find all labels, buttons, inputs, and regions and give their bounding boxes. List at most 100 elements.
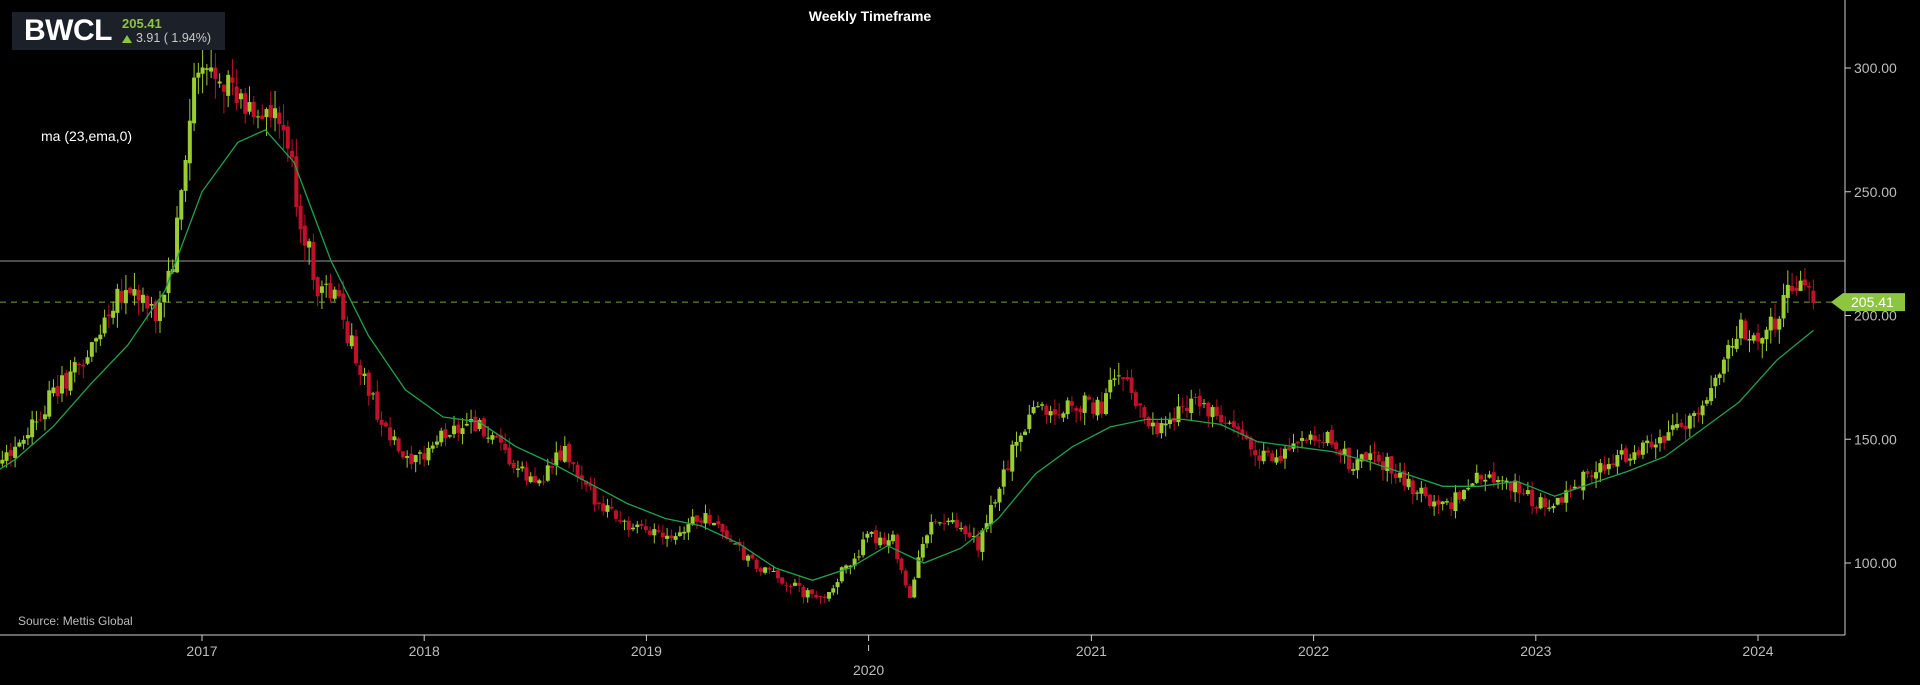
candle [895, 533, 900, 564]
candle [111, 301, 116, 325]
candle [4, 444, 9, 468]
candle [1052, 399, 1057, 426]
candle [405, 450, 410, 468]
candle [1657, 429, 1662, 452]
candle [660, 524, 665, 545]
candle [933, 518, 938, 525]
candle [55, 375, 60, 404]
candle [1581, 470, 1586, 500]
candle [1125, 369, 1130, 382]
candle [486, 426, 491, 444]
candle [434, 435, 439, 448]
candle [1312, 425, 1317, 447]
candle [21, 435, 26, 450]
candle [741, 541, 746, 561]
candle [17, 439, 22, 448]
candle [1559, 496, 1564, 505]
candle [1300, 431, 1305, 449]
candle [1517, 475, 1522, 503]
candle [993, 499, 998, 508]
indicator-label: ma (23,ema,0) [41, 128, 133, 144]
candle [822, 594, 827, 604]
candle [1487, 470, 1492, 479]
candle [89, 341, 94, 363]
candle [388, 417, 393, 446]
candle [997, 486, 1002, 511]
candle [430, 441, 435, 453]
candle [1338, 448, 1343, 464]
candle [1436, 495, 1441, 514]
candle [716, 515, 721, 529]
candle [34, 411, 39, 431]
candle [1572, 479, 1577, 490]
candle [1393, 463, 1398, 484]
candle [498, 427, 503, 451]
candle [635, 520, 640, 534]
candle [1598, 458, 1603, 483]
candle [988, 495, 993, 534]
candle [942, 514, 947, 531]
candle [290, 139, 295, 167]
candle [1099, 391, 1104, 418]
candle [59, 366, 64, 402]
candle [68, 359, 73, 396]
candle [980, 528, 985, 561]
candle [47, 380, 52, 419]
x-tick-label: 2019 [631, 643, 662, 659]
candle [1231, 409, 1236, 434]
candle [1619, 443, 1624, 460]
candle [984, 514, 989, 533]
candle [1108, 367, 1113, 399]
candle [1091, 397, 1096, 419]
candle [1747, 330, 1752, 353]
candle [85, 350, 90, 366]
candle [618, 511, 623, 524]
candle [537, 478, 542, 487]
candle [567, 441, 572, 469]
candle [260, 104, 265, 120]
candle [1555, 497, 1560, 506]
candle [1061, 411, 1066, 422]
candle [366, 369, 371, 406]
candle [848, 564, 853, 575]
candle [1811, 279, 1816, 310]
candle [1542, 494, 1547, 517]
candle [1074, 405, 1079, 423]
candle [1197, 388, 1202, 416]
ma-series [0, 129, 1814, 581]
candle [1278, 447, 1283, 464]
candle [132, 272, 137, 306]
candle [1491, 462, 1496, 488]
candle [856, 549, 861, 561]
candle [703, 504, 708, 530]
candle [217, 73, 222, 88]
candle [1615, 449, 1620, 475]
candle [426, 441, 431, 466]
candle [1790, 273, 1795, 295]
candle [1048, 405, 1053, 423]
x-tick-label: 2022 [1298, 643, 1329, 659]
candle [754, 557, 759, 573]
candle [1645, 435, 1650, 454]
candle [831, 584, 836, 596]
candle [873, 525, 878, 550]
candle [1427, 493, 1432, 509]
candle [1781, 283, 1786, 328]
candle [1679, 418, 1684, 429]
candle [1044, 403, 1049, 424]
candle [1649, 433, 1654, 449]
candle [13, 436, 18, 468]
candle [613, 509, 618, 523]
candle [1483, 473, 1488, 492]
candle [1227, 420, 1232, 425]
candle [1329, 424, 1334, 448]
candle [1794, 275, 1799, 296]
candle [1346, 447, 1351, 474]
candle [852, 553, 857, 570]
candle [324, 275, 329, 298]
candle [882, 532, 887, 546]
candle [959, 522, 964, 532]
candle [251, 95, 256, 125]
candle [25, 427, 30, 446]
